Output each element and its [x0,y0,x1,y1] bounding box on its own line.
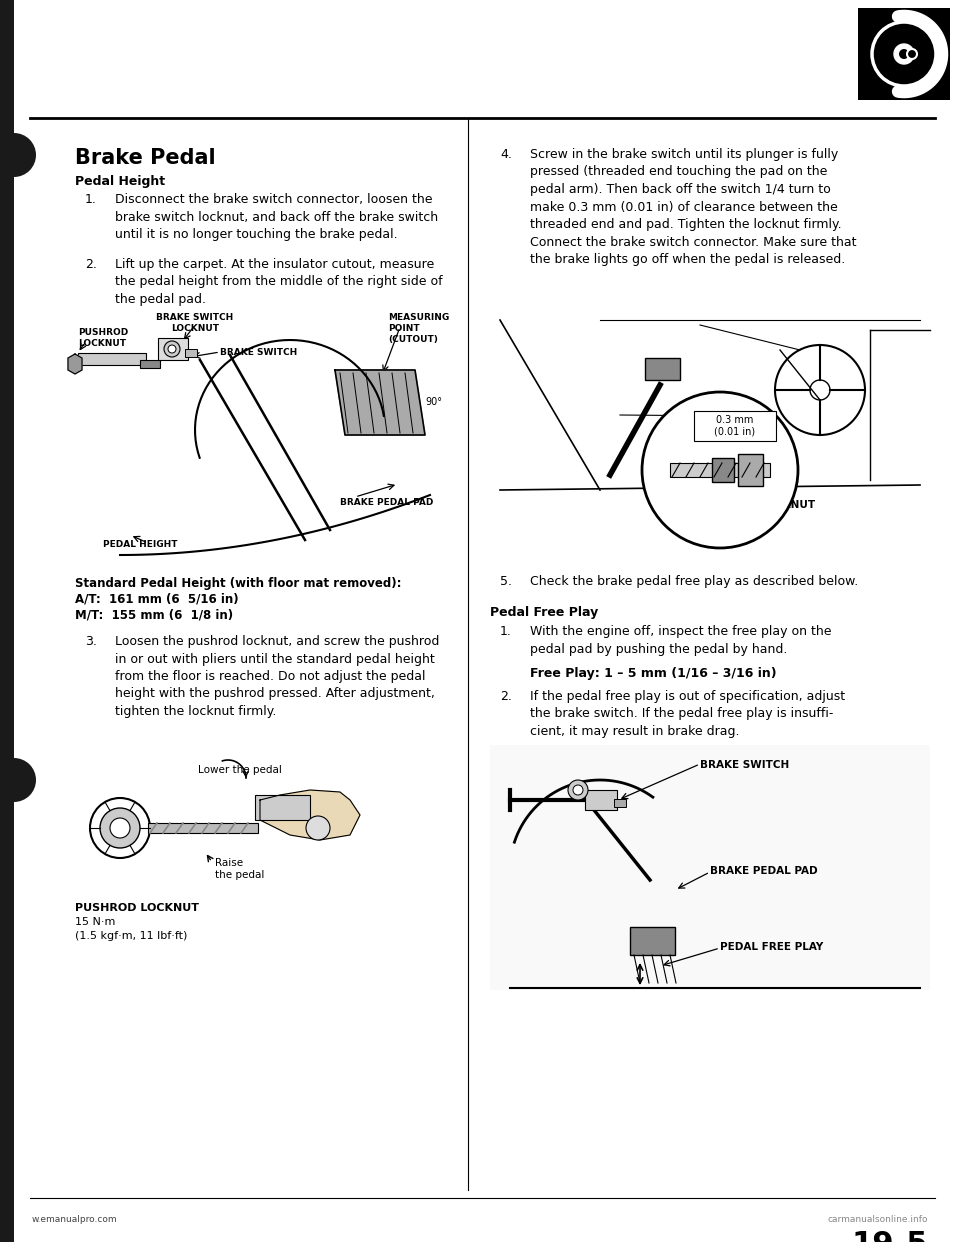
Text: PAD: PAD [658,501,682,510]
Text: 2.: 2. [85,258,97,271]
Circle shape [306,816,330,840]
Bar [140,360,160,368]
Text: Loosen the pushrod locknut, and screw the pushrod
in or out with pliers until th: Loosen the pushrod locknut, and screw th… [115,635,440,718]
Text: PUSHROD
LOCKNUT: PUSHROD LOCKNUT [78,328,129,348]
Text: M/T:  155 mm (6  1/8 in): M/T: 155 mm (6 1/8 in) [75,609,233,622]
Text: Brake Pedal: Brake Pedal [75,148,216,168]
Text: BRAKE PEDAL PAD: BRAKE PEDAL PAD [710,866,818,876]
Bar [712,458,734,482]
Bar [158,338,188,360]
Text: Pedal Height: Pedal Height [75,175,165,188]
Bar [670,463,770,477]
Text: BRAKE SWITCH
LOCKNUT: BRAKE SWITCH LOCKNUT [156,313,233,333]
Text: BRAKE PEDAL PAD: BRAKE PEDAL PAD [340,498,433,507]
Text: Standard Pedal Height (with floor mat removed):: Standard Pedal Height (with floor mat re… [75,578,401,590]
Text: BRAKE SWITCH: BRAKE SWITCH [700,760,789,770]
Text: Pedal Free Play: Pedal Free Play [490,606,598,619]
Bar [858,7,950,101]
Circle shape [907,48,917,60]
Text: 1.: 1. [500,625,512,638]
Bar [490,745,930,990]
Text: A/T:  161 mm (6  5/16 in): A/T: 161 mm (6 5/16 in) [75,592,239,606]
Bar [148,823,258,833]
Text: 15 N·m: 15 N·m [75,917,115,927]
Bar [185,349,197,356]
Text: w.emanualpro.com: w.emanualpro.com [32,1215,118,1225]
Text: With the engine off, inspect the free play on the
pedal pad by pushing the pedal: With the engine off, inspect the free pl… [530,625,831,656]
Polygon shape [335,370,425,435]
Circle shape [899,48,909,60]
Circle shape [90,799,150,858]
Text: (1.5 kgf·m, 11 lbf·ft): (1.5 kgf·m, 11 lbf·ft) [75,932,187,941]
Circle shape [894,43,914,65]
FancyBboxPatch shape [694,411,776,441]
Text: Lower the pedal: Lower the pedal [198,765,282,775]
Text: Check the brake pedal free play as described below.: Check the brake pedal free play as descr… [530,575,858,587]
Text: carmanualsonline.info: carmanualsonline.info [828,1215,928,1225]
Circle shape [642,392,798,548]
Text: 4.: 4. [500,148,512,161]
Circle shape [164,342,180,356]
Text: LOCKNUT: LOCKNUT [760,501,815,510]
Text: Raise
the pedal: Raise the pedal [215,858,264,881]
Circle shape [568,780,588,800]
Text: 0.3 mm
(0.01 in): 0.3 mm (0.01 in) [714,415,756,437]
Text: Disconnect the brake switch connector, loosen the
brake switch locknut, and back: Disconnect the brake switch connector, l… [115,193,438,241]
Text: PEDAL HEIGHT: PEDAL HEIGHT [103,540,178,549]
Circle shape [0,758,36,802]
Text: PEDAL FREE PLAY: PEDAL FREE PLAY [720,941,824,953]
Circle shape [168,345,176,353]
Bar [78,353,146,365]
Bar [0,0,14,1242]
Bar [738,455,763,486]
Text: 90°: 90° [425,397,442,407]
Text: 19-5: 19-5 [852,1230,928,1242]
Circle shape [100,809,140,848]
Circle shape [0,133,36,178]
Bar [630,927,675,955]
Text: Free Play: 1 – 5 mm (1/16 – 3/16 in): Free Play: 1 – 5 mm (1/16 – 3/16 in) [530,667,777,681]
Text: Screw in the brake switch until its plunger is fully
pressed (threaded end touch: Screw in the brake switch until its plun… [530,148,856,266]
Circle shape [573,785,583,795]
Bar [645,358,680,380]
Bar [255,795,310,820]
Text: 5.: 5. [500,575,512,587]
Polygon shape [68,354,82,374]
Circle shape [110,818,130,838]
Text: 1.: 1. [85,193,97,206]
Polygon shape [260,790,360,840]
Text: PUSHROD LOCKNUT: PUSHROD LOCKNUT [75,903,199,913]
Bar [614,799,626,807]
Text: If the pedal free play is out of specification, adjust
the brake switch. If the : If the pedal free play is out of specifi… [530,691,845,738]
Text: MEASURING
POINT
(CUTOUT): MEASURING POINT (CUTOUT) [388,313,449,344]
Text: 3.: 3. [85,635,97,648]
Text: Lift up the carpet. At the insulator cutout, measure
the pedal height from the m: Lift up the carpet. At the insulator cut… [115,258,443,306]
Text: BRAKE SWITCH: BRAKE SWITCH [220,348,298,356]
Text: 2.: 2. [500,691,512,703]
Bar [585,790,617,810]
